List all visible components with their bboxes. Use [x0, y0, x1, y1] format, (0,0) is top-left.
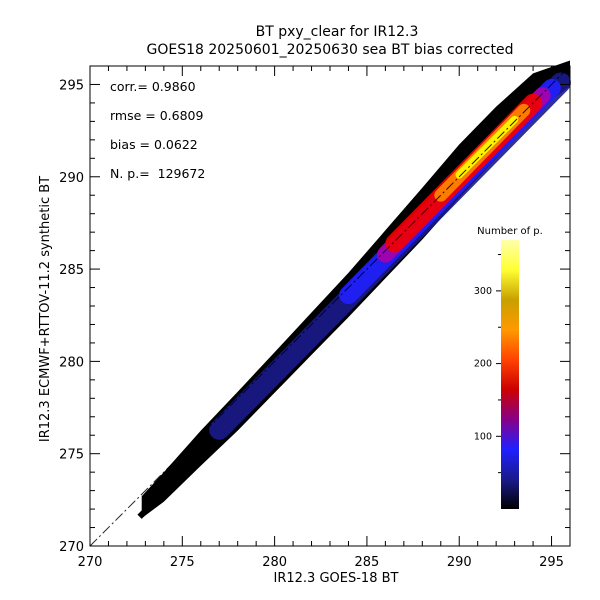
x-axis-label: IR12.3 GOES-18 BT — [274, 571, 399, 586]
y-tick-label: 285 — [59, 263, 84, 278]
stat-npoints: N. p.= 129672 — [110, 166, 205, 181]
y-tick-label: 295 — [59, 78, 84, 93]
chart-subtitle: GOES18 20250601_20250630 sea BT bias cor… — [147, 42, 514, 58]
x-tick-label: 285 — [355, 555, 380, 570]
colorbar-tick-label: 100 — [474, 431, 492, 442]
outlier-point — [137, 510, 146, 519]
colorbar-tick-label: 300 — [474, 286, 492, 297]
stat-corr: corr.= 0.9860 — [110, 79, 196, 94]
stat-bias: bias = 0.0622 — [110, 137, 198, 152]
y-tick-label: 290 — [59, 171, 84, 186]
x-tick-label: 295 — [539, 555, 564, 570]
x-tick-label: 275 — [170, 555, 195, 570]
y-tick-label: 275 — [59, 448, 84, 463]
chart-title: BT pxy_clear for IR12.3 — [256, 24, 419, 40]
x-tick-label: 270 — [78, 555, 103, 570]
colorbar-tick-label: 200 — [474, 359, 492, 370]
colorbar-title: Number of p. — [477, 226, 543, 237]
x-tick-label: 290 — [447, 555, 472, 570]
colorbar-gradient — [501, 240, 519, 509]
y-axis-label: IR12.3 ECMWF+RTTOV-11.2 synthetic BT — [38, 176, 53, 442]
y-tick-label: 280 — [59, 355, 84, 370]
reference-line — [89, 65, 571, 547]
stat-rmse: rmse = 0.6809 — [110, 108, 204, 123]
colorbar: 100 200 300 — [474, 240, 519, 509]
x-tick-label: 280 — [262, 555, 287, 570]
y-tick-label: 270 — [59, 540, 84, 555]
density-core-5 — [455, 115, 519, 179]
plot-area: 270 275 280 285 290 295 270 275 280 285 290 295 — [59, 60, 571, 570]
